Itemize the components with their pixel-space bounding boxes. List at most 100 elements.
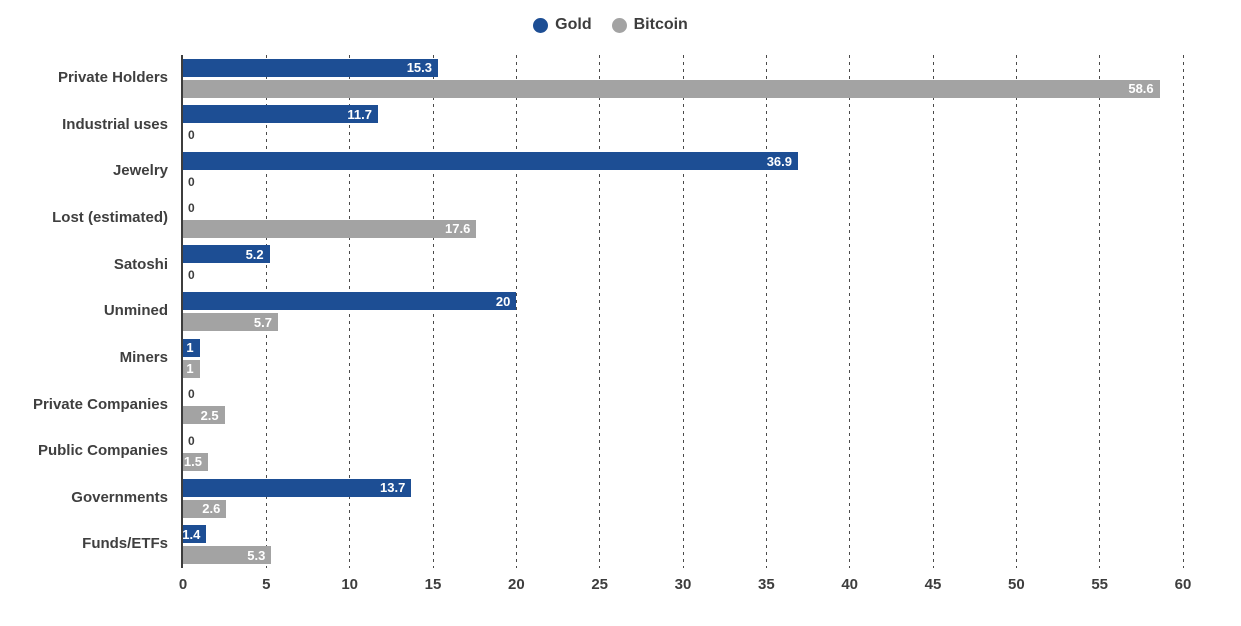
- x-tick-label: 10: [341, 576, 358, 593]
- bar-bitcoin: 5.3: [183, 546, 272, 565]
- bar-row-gold: 36.9: [183, 152, 1183, 171]
- legend-label: Gold: [555, 16, 592, 33]
- bar-group: 0 17.6: [183, 195, 1183, 242]
- category-label: Lost (estimated): [52, 208, 168, 226]
- bar-value-label: 36.9: [766, 153, 792, 169]
- y-axis-line: [181, 55, 183, 568]
- gridline: [765, 55, 767, 568]
- category-cell: Lost (estimated): [0, 195, 168, 242]
- gridline: [265, 55, 267, 568]
- gridline: [432, 55, 434, 568]
- gridline: [1099, 55, 1101, 568]
- bar-value-label: 1: [186, 361, 194, 377]
- x-tick-label: 50: [1007, 576, 1025, 593]
- legend-item-bitcoin: Bitcoin: [611, 16, 688, 34]
- category-cell: Public Companies: [0, 428, 168, 475]
- bar-group: 15.3 58.6: [183, 55, 1183, 102]
- bar-row-gold: 0: [183, 432, 1183, 450]
- bar-gold: 36.9: [183, 152, 798, 171]
- bar-bitcoin: 2.5: [183, 406, 225, 425]
- bar-value-label: 2.6: [202, 501, 221, 517]
- bar-row-gold: 0: [183, 385, 1183, 403]
- category-labels: Private Holders Industrial uses Jewelry Los…: [0, 55, 168, 568]
- legend: Gold Bitcoin: [0, 16, 1221, 34]
- bar-group: 36.9 0: [183, 148, 1183, 195]
- x-tick-label: 45: [924, 576, 942, 593]
- x-tick-label: 25: [591, 576, 608, 593]
- bar-group: 0 1.5: [183, 428, 1183, 475]
- bar-bitcoin: 1: [183, 359, 200, 378]
- zero-value-label: 0: [188, 175, 195, 190]
- x-tick-label: 5: [262, 576, 271, 593]
- zero-value-label: 0: [188, 387, 195, 402]
- gridline: [599, 55, 601, 568]
- category-label: Governments: [71, 488, 168, 506]
- gridline: [849, 55, 851, 568]
- bar-row-gold: 1: [183, 338, 1183, 357]
- category-cell: Private Holders: [0, 55, 168, 102]
- bar-value-label: 13.7: [380, 480, 406, 496]
- bar-row-gold: 5.2: [183, 245, 1183, 264]
- legend-dot-icon: [611, 17, 627, 33]
- bar-bitcoin: 5.7: [183, 313, 278, 332]
- category-label: Private Holders: [57, 69, 168, 87]
- category-label: Satoshi: [113, 255, 168, 273]
- x-tick-label: 30: [674, 576, 692, 593]
- gridline: [932, 55, 934, 568]
- category-label: Funds/ETFs: [82, 535, 168, 553]
- bar-bitcoin: 58.6: [183, 79, 1160, 98]
- category-cell: Unmined: [0, 288, 168, 335]
- bar-group: 5.2 0: [183, 242, 1183, 289]
- zero-value-label: 0: [188, 128, 195, 143]
- gridline: [1015, 55, 1017, 568]
- bar-value-label: 5.3: [247, 547, 266, 563]
- legend-label: Bitcoin: [633, 16, 688, 33]
- bar-group: 0 2.5: [183, 381, 1183, 428]
- bar-gold: 5.2: [183, 245, 270, 264]
- x-tick-label: 0: [178, 576, 188, 593]
- bar-gold: 15.3: [183, 58, 438, 77]
- category-label: Jewelry: [112, 162, 168, 180]
- bar-value-label: 5.7: [253, 314, 272, 330]
- legend-dot-icon: [533, 17, 549, 33]
- x-tick-label: 20: [507, 576, 525, 593]
- bar-row-bitcoin: 0: [183, 173, 1183, 191]
- category-label: Miners: [119, 348, 168, 366]
- bar-row-gold: 15.3: [183, 58, 1183, 77]
- bar-value-label: 11.7: [347, 106, 372, 122]
- bar-row-bitcoin: 58.6: [183, 79, 1183, 98]
- bar-bitcoin: 2.6: [183, 499, 227, 518]
- bar-row-bitcoin: 1: [183, 359, 1183, 378]
- bar-row-bitcoin: 1.5: [183, 452, 1183, 471]
- bar-group: 20 5.7: [183, 288, 1183, 335]
- bar-group: 11.7 0: [183, 102, 1183, 149]
- x-tick-label: 40: [841, 576, 858, 593]
- legend-item-gold: Gold: [533, 16, 592, 34]
- bar-value-label: 15.3: [406, 60, 432, 76]
- bar-row-gold: 13.7: [183, 478, 1183, 497]
- bar-value-label: 20: [495, 293, 511, 309]
- bar-gold: 1.4: [182, 525, 207, 544]
- x-tick-label: 35: [757, 576, 775, 593]
- bar-bitcoin: 17.6: [183, 219, 477, 238]
- bar-row-gold: 11.7: [183, 105, 1183, 124]
- bar-row-gold: 0: [183, 199, 1183, 217]
- bar-value-label: 5.2: [245, 246, 264, 262]
- bar-group: 1.4 5.3: [182, 521, 1183, 568]
- category-cell: Miners: [0, 335, 168, 382]
- bar-row-bitcoin: 5.7: [183, 313, 1183, 332]
- bar-value-label: 1.5: [183, 454, 202, 470]
- bar-row-bitcoin: 0: [183, 266, 1183, 284]
- category-cell: Satoshi: [0, 242, 168, 289]
- category-cell: Private Companies: [0, 381, 168, 428]
- bar-value-label: 1.4: [182, 526, 201, 542]
- category-label: Private Companies: [32, 395, 168, 413]
- x-tick-label: 55: [1091, 576, 1108, 593]
- bar-value-label: 1: [186, 340, 194, 356]
- gridline: [1182, 55, 1184, 568]
- zero-value-label: 0: [188, 268, 195, 283]
- bar-value-label: 2.5: [200, 407, 219, 423]
- category-label: Public Companies: [37, 442, 168, 460]
- category-cell: Industrial uses: [0, 102, 168, 149]
